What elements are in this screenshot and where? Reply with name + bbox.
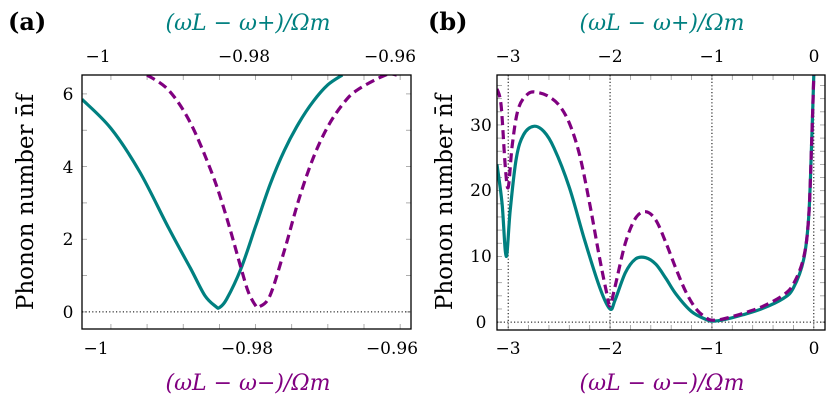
- teal-solid-curve: [82, 75, 344, 310]
- panel-a-top-tick: −0.96: [364, 47, 416, 67]
- panel-b-y-tick: 30: [470, 116, 492, 136]
- panel-b-top-tick: −3: [495, 47, 520, 67]
- panel-a-top-axis-title: (ωL − ω+)/Ωm: [165, 11, 330, 36]
- panel-a-top-tick: −0.98: [218, 47, 270, 67]
- plot-frame: [496, 74, 826, 331]
- panel-b-bottom-tick-labels: −3 −2 −1 0: [495, 339, 819, 359]
- panel-a-bottom-tick: −1: [83, 339, 108, 359]
- panel-b-y-tick: 10: [470, 247, 492, 267]
- panel-b-bottom-axis-title: (ωL − ω−)/Ωm: [579, 371, 744, 396]
- purple-dashed-curve: [497, 75, 816, 322]
- panel-a-bottom-axis-title: (ωL − ω−)/Ωm: [165, 371, 330, 396]
- panel-a: (a) (ωL − ω+)/Ωm −1 −0.98 −0.96 Phonon n…: [8, 7, 418, 396]
- panel-b-plot-area: [496, 74, 826, 331]
- panel-a-y-tick-labels: 0 2 4 6: [63, 85, 74, 323]
- teal-solid-curve: [497, 75, 816, 323]
- panel-b-bottom-tick: 0: [809, 339, 820, 359]
- panel-b-bottom-tick: −1: [699, 339, 724, 359]
- panel-a-top-tick: −1: [85, 47, 110, 67]
- plot-frame: [81, 74, 412, 330]
- panel-b: (b) (ωL − ω+)/Ωm −3 −2 −1 0 Phonon numbe…: [428, 7, 826, 396]
- panel-a-top-tick-labels: −1 −0.98 −0.96: [85, 47, 416, 67]
- panel-b-y-axis-title: Phonon number n̄f: [432, 92, 458, 310]
- panel-a-y-tick: 0: [63, 303, 74, 323]
- panel-b-top-axis-title: (ωL − ω+)/Ωm: [579, 11, 744, 36]
- panel-a-bottom-tick-labels: −1 −0.98 −0.96: [83, 339, 418, 359]
- panel-b-top-tick: −1: [699, 47, 724, 67]
- panel-a-plot-area: [81, 74, 412, 330]
- panel-b-y-tick-labels: 0 10 20 30: [470, 116, 492, 333]
- panel-a-y-axis-title: Phonon number n̄f: [13, 92, 39, 310]
- panel-a-bottom-tick: −0.98: [221, 339, 273, 359]
- panel-a-bottom-tick: −0.96: [366, 339, 418, 359]
- panel-b-bottom-tick: −2: [597, 339, 622, 359]
- panel-a-y-tick: 4: [63, 158, 74, 178]
- tick-marks: [82, 75, 411, 329]
- panel-a-y-tick: 6: [63, 85, 74, 105]
- panel-b-top-tick: −2: [597, 47, 622, 67]
- panel-b-top-tick: 0: [809, 47, 820, 67]
- panel-b-y-tick: 0: [476, 313, 487, 333]
- panel-b-top-tick-labels: −3 −2 −1 0: [495, 47, 819, 67]
- panel-a-label: (a): [8, 7, 46, 36]
- panel-a-y-tick: 2: [63, 230, 74, 250]
- tick-marks: [497, 75, 825, 330]
- purple-dashed-curve: [146, 75, 397, 310]
- panel-b-bottom-tick: −3: [495, 339, 520, 359]
- panel-b-y-tick: 20: [470, 181, 492, 201]
- panel-b-label: (b): [428, 7, 468, 36]
